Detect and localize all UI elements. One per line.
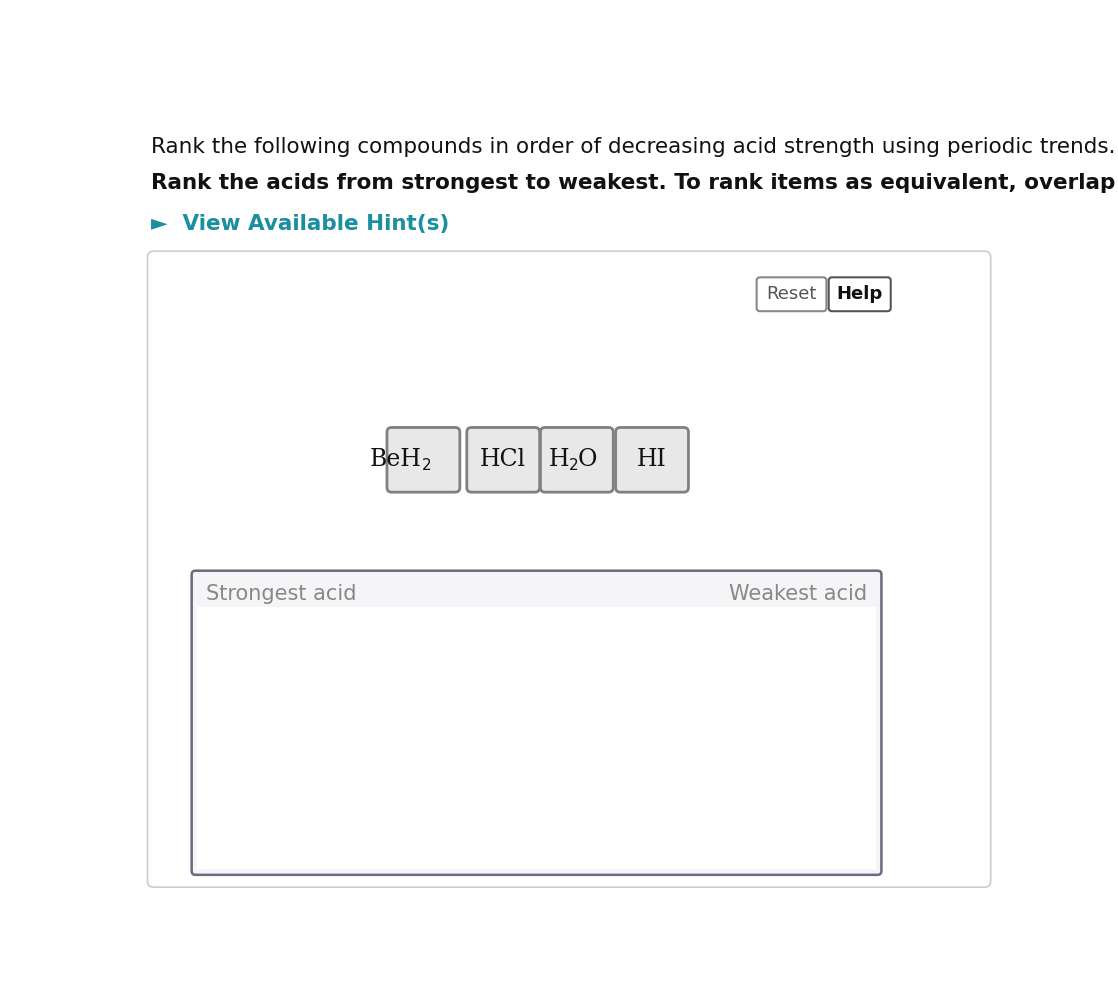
Text: BeH: BeH — [370, 448, 421, 471]
FancyBboxPatch shape — [540, 428, 614, 492]
FancyBboxPatch shape — [191, 571, 881, 875]
Text: ►  View Available Hint(s): ► View Available Hint(s) — [151, 214, 449, 234]
Text: Rank the following compounds in order of decreasing acid strength using periodic: Rank the following compounds in order of… — [151, 137, 1115, 157]
FancyBboxPatch shape — [387, 428, 459, 492]
Text: 2: 2 — [569, 458, 579, 473]
Text: HCl: HCl — [480, 448, 527, 471]
FancyBboxPatch shape — [467, 428, 540, 492]
FancyBboxPatch shape — [757, 278, 826, 312]
Text: Rank the acids from strongest to weakest. To rank items as equivalent, overlap t: Rank the acids from strongest to weakest… — [151, 172, 1118, 192]
FancyBboxPatch shape — [616, 428, 689, 492]
Text: HI: HI — [637, 448, 667, 471]
FancyBboxPatch shape — [828, 278, 891, 312]
Text: H: H — [549, 448, 569, 471]
Text: Strongest acid: Strongest acid — [207, 584, 357, 604]
Text: O: O — [578, 448, 597, 471]
Text: Weakest acid: Weakest acid — [729, 584, 866, 604]
Text: Help: Help — [836, 286, 883, 304]
FancyBboxPatch shape — [148, 252, 991, 887]
Bar — [197, 607, 877, 870]
Text: Reset: Reset — [766, 286, 817, 304]
Text: 2: 2 — [421, 458, 432, 473]
